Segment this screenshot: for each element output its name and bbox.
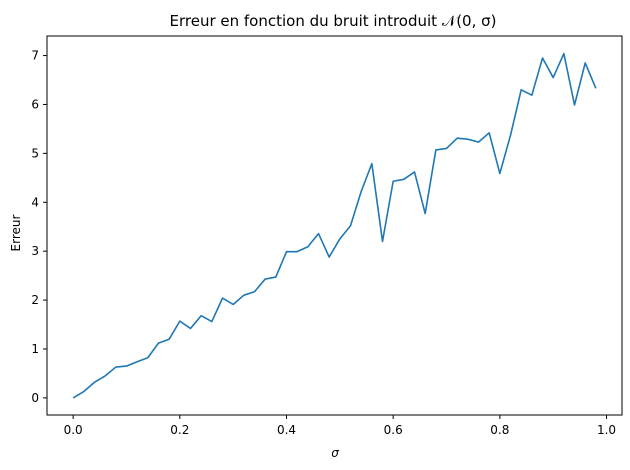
x-tick-label: 0.4: [277, 423, 296, 437]
x-tick-label: 0.2: [170, 423, 189, 437]
plot-area: [46, 35, 623, 416]
x-tick-label: 0.0: [64, 423, 83, 437]
y-tick-label: 7: [31, 49, 39, 63]
x-axis-label: σ: [331, 446, 339, 460]
y-tick-label: 5: [31, 146, 39, 160]
x-tick-label: 0.6: [384, 423, 403, 437]
series-line-0: [72, 52, 597, 399]
y-tick-label: 4: [31, 195, 39, 209]
y-tick-label: 2: [31, 293, 39, 307]
x-tick-label: 0.8: [490, 423, 509, 437]
plot-frame: [46, 35, 623, 416]
y-axis: 0 1 2 3 4 5 6 7: [31, 49, 47, 405]
y-tick-label: 1: [31, 342, 39, 356]
chart-title: Erreur en fonction du bruit introduit 𝒩(…: [170, 12, 497, 30]
y-tick-label: 0: [31, 391, 39, 405]
x-axis: 0.0 0.2 0.4 0.6 0.8 1.0: [64, 415, 616, 437]
y-tick-label: 3: [31, 244, 39, 258]
x-tick-label: 1.0: [597, 423, 616, 437]
y-axis-label: Erreur: [9, 214, 23, 251]
y-tick-label: 6: [31, 97, 39, 111]
